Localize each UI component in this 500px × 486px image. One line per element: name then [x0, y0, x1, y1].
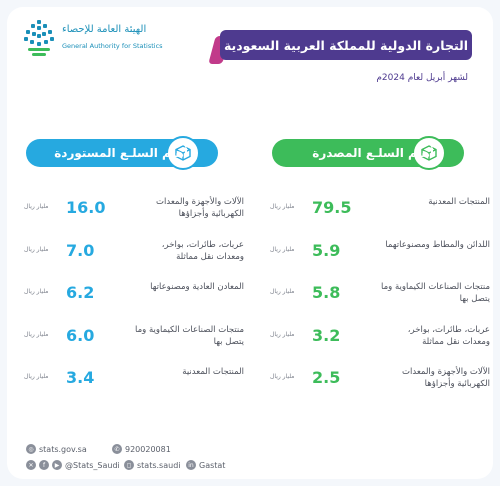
footer-phone-text: 920020081 — [125, 444, 171, 454]
instagram-icon: ◻ — [124, 460, 134, 470]
export-item-label: منتجات الصناعات الكيماوية وما يتصل بها — [381, 282, 490, 304]
import-item-unit: مليار ريال — [24, 330, 49, 338]
export-row: الآلات والأجهزة والمعدات الكهربائية وأجز… — [270, 360, 490, 403]
gastat-logo: الهيئة العامة للإحصاء General Authority … — [20, 18, 190, 62]
logo-english-name: General Authority for Statistics — [62, 42, 163, 50]
import-item-value: 7.0 — [66, 240, 95, 260]
globe-icon: ◎ — [26, 444, 36, 454]
export-item-value: 5.9 — [312, 240, 341, 260]
footer-phone[interactable]: ✆ 920020081 — [112, 444, 171, 454]
import-item-unit: مليار ريال — [24, 203, 49, 210]
page-subtitle: لشهر أبريل لعام 2024م — [376, 73, 468, 83]
import-item-unit: مليار ريال — [24, 288, 49, 295]
footer-brand[interactable]: in Gastat — [186, 460, 225, 470]
import-row: عربات، طائرات، بواخر، ومعدات نقل مماثلة … — [24, 233, 244, 276]
footer-instagram-text: stats.saudi — [137, 460, 181, 470]
youtube-icon: ▶ — [52, 460, 62, 470]
import-item-value: 3.4 — [66, 368, 95, 387]
footer-social-handles[interactable]: ✕ f ▶ @Stats_Saudi — [26, 460, 120, 470]
logo-arabic-name: الهيئة العامة للإحصاء — [62, 24, 147, 35]
import-item-label: المعادن العادية ومصنوعاتها — [150, 282, 244, 292]
export-item-value: 5.8 — [312, 283, 341, 302]
export-item-unit: مليار ريال — [270, 288, 295, 295]
exports-heading: أهـم السلـع المصدرة — [272, 136, 464, 170]
import-item-label: المنتجات المعدنية — [182, 367, 244, 377]
import-row: المعادن العادية ومصنوعاتها 6.2 مليار ريا… — [24, 275, 244, 318]
imports-heading: أهـم السلـع المستوردة — [26, 136, 218, 170]
import-item-label: الآلات والأجهزة والمعدات الكهربائية وأجز… — [156, 197, 244, 219]
gastat-logo-icon — [24, 20, 54, 56]
import-item-unit: مليار ريال — [24, 373, 49, 380]
export-row: عربات، طائرات، بواخر، ومعدات نقل مماثلة … — [270, 318, 490, 361]
export-item-label: المنتجات المعدنية — [428, 197, 490, 207]
import-item-value: 16.0 — [66, 198, 106, 217]
export-item-value: 79.5 — [312, 198, 352, 217]
export-row: اللدائن والمطاط ومصنوعاتهما 5.9 مليار ري… — [270, 233, 490, 276]
exports-heading-label: أهـم السلـع المصدرة — [312, 146, 434, 160]
import-row: المنتجات المعدنية 3.4 مليار ريال — [24, 360, 244, 403]
footer-instagram[interactable]: ◻ stats.saudi — [124, 460, 181, 470]
footer-website-text: stats.gov.sa — [39, 444, 87, 454]
export-item-unit: مليار ريال — [270, 373, 295, 380]
footer-brand-text: Gastat — [199, 460, 226, 470]
import-item-label: منتجات الصناعات الكيماوية وما يتصل بها — [135, 324, 244, 347]
linkedin-icon: in — [186, 460, 196, 470]
infographic-card — [7, 7, 493, 479]
export-item-unit: مليار ريال — [270, 245, 295, 253]
export-item-value: 3.2 — [312, 325, 341, 345]
import-item-value: 6.2 — [66, 283, 95, 302]
export-item-label: الآلات والأجهزة والمعدات الكهربائية وأجز… — [402, 367, 490, 389]
footer-website[interactable]: ◎ stats.gov.sa — [26, 444, 87, 454]
import-item-unit: مليار ريال — [24, 245, 49, 253]
footer-twitter-text: @Stats_Saudi — [65, 460, 120, 470]
import-item-value: 6.0 — [66, 325, 95, 345]
export-item-value: 2.5 — [312, 368, 341, 387]
twitter-icon: ✕ — [26, 460, 36, 470]
export-item-unit: مليار ريال — [270, 330, 295, 338]
imports-heading-label: أهـم السلـع المستوردة — [54, 146, 188, 160]
import-row: منتجات الصناعات الكيماوية وما يتصل بها 6… — [24, 318, 244, 361]
export-item-label: اللدائن والمطاط ومصنوعاتهما — [385, 239, 490, 250]
export-row: المنتجات المعدنية 79.5 مليار ريال — [270, 190, 490, 233]
export-row: منتجات الصناعات الكيماوية وما يتصل بها 5… — [270, 275, 490, 318]
export-item-label: عربات، طائرات، بواخر، ومعدات نقل مماثلة — [407, 324, 490, 347]
exports-list: المنتجات المعدنية 79.5 مليار ريال اللدائ… — [270, 190, 490, 403]
facebook-icon: f — [39, 460, 49, 470]
phone-icon: ✆ — [112, 444, 122, 454]
imports-list: الآلات والأجهزة والمعدات الكهربائية وأجز… — [24, 190, 244, 403]
title-block: التجارة الدولية للمملكة العربية السعودية — [208, 30, 472, 64]
page-title: التجارة الدولية للمملكة العربية السعودية — [220, 30, 472, 60]
box-export-icon — [412, 136, 446, 170]
import-row: الآلات والأجهزة والمعدات الكهربائية وأجز… — [24, 190, 244, 233]
import-item-label: عربات، طائرات، بواخر، ومعدات نقل مماثلة — [161, 239, 244, 262]
export-item-unit: مليار ريال — [270, 203, 295, 210]
box-import-icon — [166, 136, 200, 170]
